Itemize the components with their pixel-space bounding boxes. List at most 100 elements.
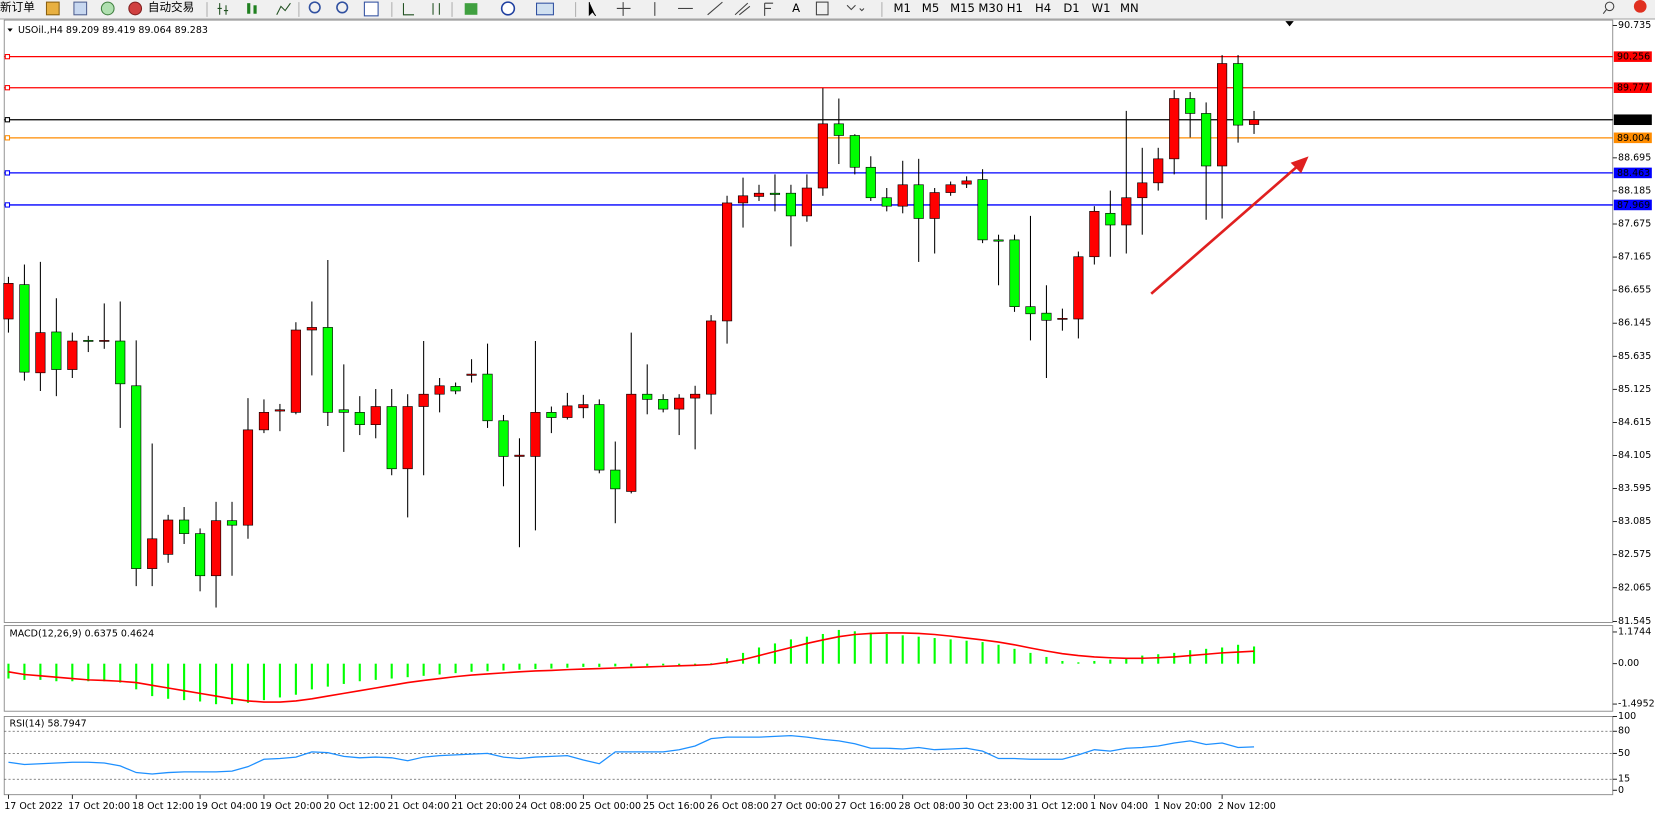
- macd-bar: [773, 643, 777, 664]
- periods-icon[interactable]: [500, 1, 516, 16]
- timeframe-button[interactable]: M1: [894, 1, 911, 15]
- price-tag-label: 89.004: [1617, 133, 1650, 144]
- candle-body: [67, 340, 78, 370]
- arrows-tool[interactable]: [846, 4, 865, 12]
- x-tick-label: 19 Oct 04:00: [196, 801, 258, 812]
- candle-body: [658, 399, 669, 410]
- timeframe-button[interactable]: M5: [922, 1, 939, 15]
- bar-chart-icon[interactable]: [217, 3, 229, 15]
- tile-icon[interactable]: [363, 1, 379, 17]
- timeframe-button[interactable]: H4: [1035, 1, 1051, 15]
- auto-trading-button[interactable]: 自动交易: [148, 0, 194, 14]
- candle-body: [482, 373, 493, 422]
- fibo-icon[interactable]: [764, 2, 774, 16]
- macd-bar: [821, 633, 824, 664]
- timeframe-button[interactable]: W1: [1092, 1, 1111, 15]
- label-tool[interactable]: [815, 1, 829, 16]
- macd-bar: [199, 663, 202, 702]
- zoom-in-icon[interactable]: [308, 1, 321, 14]
- candle-body: [562, 405, 573, 418]
- price-tag-label: 89.777: [1617, 83, 1650, 94]
- timeframe-button[interactable]: H1: [1007, 1, 1023, 15]
- candle-body: [626, 393, 637, 492]
- macd-bar: [805, 636, 808, 664]
- candle-body: [1233, 63, 1244, 126]
- icon[interactable]: [100, 1, 115, 16]
- y-tick-label: 82.575: [1618, 549, 1651, 560]
- macd-bar: [1013, 648, 1016, 664]
- timeframe-button[interactable]: M15: [950, 1, 975, 15]
- macd-bar: [981, 642, 984, 664]
- price-tag: [1613, 82, 1652, 93]
- icon[interactable]: [73, 1, 88, 16]
- x-tick-label: 20 Oct 12:00: [324, 801, 386, 812]
- templates-icon[interactable]: [536, 2, 554, 16]
- candle-body: [354, 412, 365, 425]
- macd-bar: [326, 663, 329, 687]
- crosshair-icon[interactable]: [616, 2, 631, 16]
- line-chart-icon[interactable]: [276, 2, 291, 16]
- macd-bar: [917, 636, 920, 664]
- notification-badge[interactable]: [1633, 0, 1647, 13]
- macd-bar: [726, 658, 729, 664]
- candle-body: [386, 406, 397, 470]
- text-tool[interactable]: A: [792, 1, 800, 15]
- candle-body: [35, 332, 46, 374]
- macd-bar: [294, 663, 297, 695]
- y-tick-label: 88.695: [1618, 152, 1651, 163]
- indicators-icon[interactable]: [464, 3, 478, 15]
- shift-icon[interactable]: [402, 3, 415, 16]
- candle-body: [402, 406, 413, 470]
- timeframe-button[interactable]: M30: [978, 1, 1003, 15]
- candle-body: [1025, 306, 1036, 315]
- auto-trading-icon[interactable]: [128, 1, 143, 16]
- macd-bar: [1173, 652, 1176, 664]
- search-icon[interactable]: [1602, 9, 1607, 15]
- timeframe-button[interactable]: D1: [1063, 1, 1079, 15]
- level-anchor: [4, 202, 11, 208]
- candle-body: [115, 340, 126, 385]
- price-tag: [1613, 199, 1652, 211]
- x-tick-label: 25 Oct 00:00: [579, 801, 641, 812]
- candle-body: [1153, 158, 1164, 184]
- cursor-icon[interactable]: [588, 2, 597, 17]
- candle-body: [801, 187, 812, 217]
- y-tick-label: 83.595: [1618, 483, 1651, 494]
- macd-bar: [869, 632, 872, 664]
- candle-icon[interactable]: [247, 3, 251, 14]
- candle-body: [290, 329, 301, 413]
- candle-body: [817, 123, 828, 189]
- y-tick-label: 87.165: [1618, 252, 1651, 263]
- autoscroll-icon[interactable]: [432, 3, 440, 15]
- x-tick-label: 17 Oct 2022: [4, 801, 63, 812]
- candle-body: [945, 184, 956, 193]
- macd-bar: [1252, 646, 1256, 664]
- channel-icon[interactable]: [734, 2, 751, 16]
- candle-body: [993, 239, 1004, 242]
- level-anchor: [4, 85, 11, 91]
- y-tick-label: 0: [1618, 785, 1624, 796]
- price-tag: [1613, 132, 1652, 144]
- new-order-button[interactable]: 新订单: [0, 0, 35, 14]
- plot-layer: 90.735 88.695 88.185 87.675 87.165 86.655 86.1…: [3, 20, 1655, 812]
- icon[interactable]: [45, 1, 60, 16]
- candle-body: [274, 409, 285, 412]
- trendline-icon[interactable]: [707, 1, 723, 16]
- macd-bar: [933, 638, 936, 664]
- candle-body: [706, 320, 717, 395]
- zoom-out-icon[interactable]: [336, 1, 349, 14]
- y-tick-label: 80: [1618, 726, 1630, 737]
- candle-icon[interactable]: [253, 5, 257, 14]
- level-anchor: [4, 54, 11, 60]
- macd-bar: [7, 663, 10, 679]
- candle-body: [418, 393, 429, 407]
- y-tick-label: 81.545: [1618, 616, 1651, 627]
- candle-body: [1185, 98, 1196, 114]
- macd-bar: [662, 663, 665, 666]
- timeframe-button[interactable]: MN: [1120, 1, 1139, 15]
- candle-body: [674, 397, 685, 410]
- candle-body: [466, 373, 477, 376]
- search-icon[interactable]: [1604, 1, 1615, 12]
- candle-body: [498, 420, 509, 457]
